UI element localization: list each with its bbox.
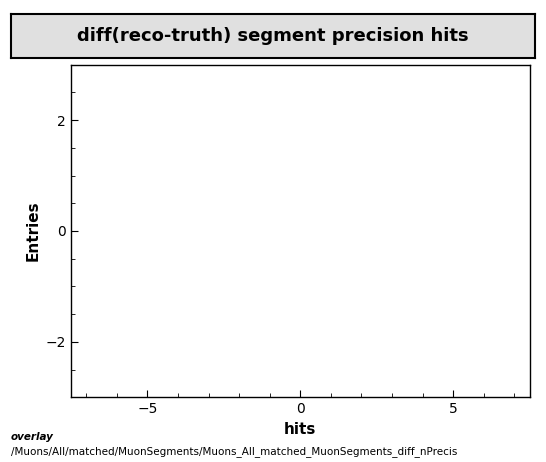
Text: /Muons/All/matched/MuonSegments/Muons_All_matched_MuonSegments_diff_nPrecis: /Muons/All/matched/MuonSegments/Muons_Al… [11, 446, 458, 457]
Text: diff(reco-truth) segment precision hits: diff(reco-truth) segment precision hits [77, 27, 469, 45]
Y-axis label: Entries: Entries [25, 201, 40, 261]
X-axis label: hits: hits [284, 422, 317, 437]
Text: overlay: overlay [11, 432, 54, 442]
